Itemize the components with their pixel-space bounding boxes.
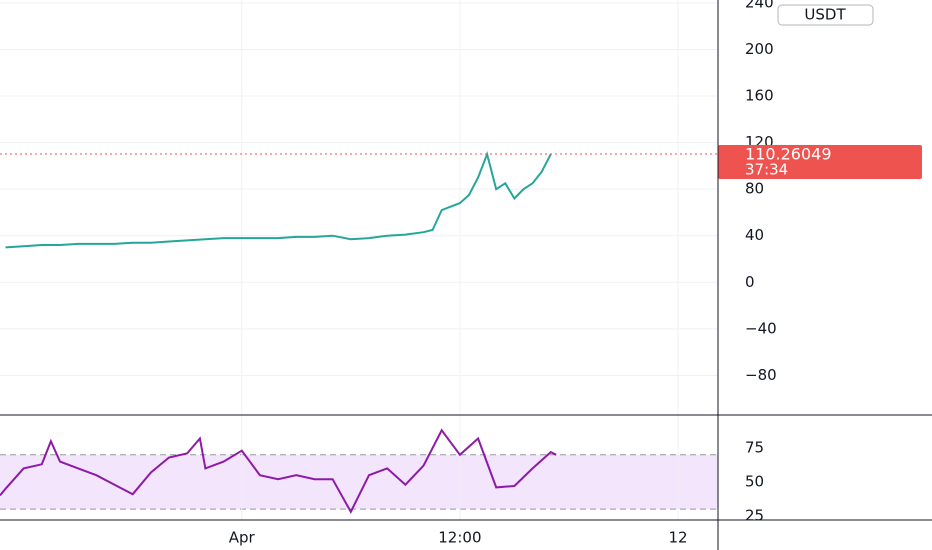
price-line xyxy=(5,150,552,249)
last-price-label: 110.26049 xyxy=(745,144,832,163)
y-tick-label: 80 xyxy=(745,180,764,198)
price-badge xyxy=(718,144,922,179)
y-tick-label: 75 xyxy=(745,439,764,457)
price-line xyxy=(0,428,557,514)
x-tick-label: 12:00 xyxy=(438,529,481,547)
rsi-band xyxy=(0,454,718,510)
countdown-label: 37:34 xyxy=(745,160,788,178)
y-tick-label: 240 xyxy=(745,0,774,11)
y-tick-label: 0 xyxy=(745,273,755,291)
y-tick-label: −40 xyxy=(745,319,777,337)
x-tick-label: 12 xyxy=(668,529,687,547)
y-tick-label: 25 xyxy=(745,506,764,524)
y-tick-label: 200 xyxy=(745,40,774,58)
y-tick-label: 50 xyxy=(745,472,764,490)
y-tick-label: −80 xyxy=(745,366,777,384)
y-tick-label: 160 xyxy=(745,87,774,105)
x-tick-label: Apr xyxy=(229,529,256,547)
unit-label: USDT xyxy=(804,6,846,24)
y-tick-label: 40 xyxy=(745,226,764,244)
unit-badge xyxy=(777,4,874,26)
